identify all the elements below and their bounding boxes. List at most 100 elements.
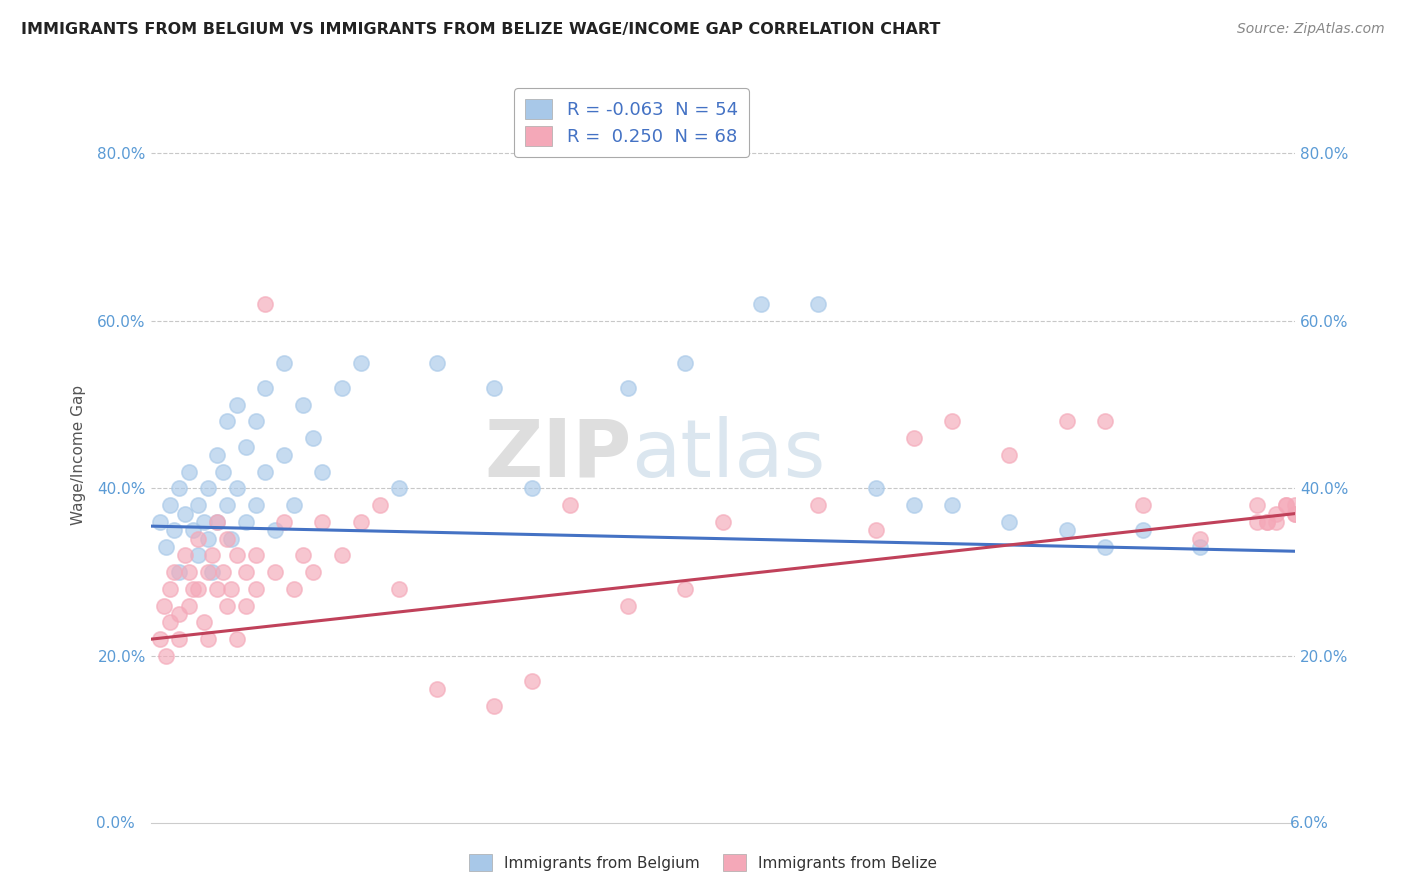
Point (159, 582, 181, 596)
Point (225, 398, 247, 412)
Point (522, 482, 544, 496)
Point (903, 498, 925, 512)
Point (349, 515, 371, 529)
Point (349, 356, 371, 370)
Point (235, 440, 257, 454)
Point (302, 565, 325, 579)
Point (292, 398, 315, 412)
Point (941, 414, 963, 428)
Point (283, 498, 305, 512)
Point (207, 582, 229, 596)
Text: atlas: atlas (631, 416, 825, 494)
Point (482, 699, 505, 714)
Point (254, 381, 277, 395)
Point (174, 549, 197, 563)
Point (302, 431, 325, 445)
Point (155, 540, 177, 554)
Point (1284, 507, 1306, 521)
Point (711, 515, 734, 529)
Text: ZIP: ZIP (484, 416, 631, 494)
Point (1189, 532, 1212, 546)
Point (169, 565, 191, 579)
Point (149, 515, 172, 529)
Point (273, 448, 295, 462)
Point (193, 615, 215, 630)
Point (197, 565, 219, 579)
Point (162, 524, 184, 538)
Point (235, 515, 257, 529)
Point (1056, 524, 1078, 538)
Point (1056, 414, 1078, 428)
Y-axis label: Wage/Income Gap: Wage/Income Gap (72, 384, 86, 525)
Point (212, 565, 235, 579)
Point (245, 582, 267, 596)
Point (245, 498, 267, 512)
Point (215, 414, 238, 428)
Point (388, 582, 411, 596)
Point (207, 515, 229, 529)
Point (159, 615, 181, 630)
Point (177, 599, 200, 613)
Point (1246, 498, 1268, 512)
Point (187, 582, 209, 596)
Legend: Immigrants from Belgium, Immigrants from Belize: Immigrants from Belgium, Immigrants from… (463, 848, 943, 877)
Point (616, 381, 638, 395)
Point (263, 565, 285, 579)
Point (1094, 540, 1116, 554)
Point (177, 565, 200, 579)
Point (749, 297, 772, 311)
Text: 0.0%: 0.0% (96, 816, 135, 831)
Point (187, 498, 209, 512)
Point (201, 549, 224, 563)
Point (215, 498, 238, 512)
Point (283, 582, 305, 596)
Point (273, 515, 295, 529)
Point (426, 682, 449, 697)
Point (254, 465, 277, 479)
Point (1256, 515, 1278, 529)
Point (673, 356, 696, 370)
Point (273, 356, 295, 370)
Point (998, 515, 1021, 529)
Point (616, 599, 638, 613)
Point (193, 515, 215, 529)
Point (522, 674, 544, 689)
Point (219, 532, 242, 546)
Point (181, 582, 204, 596)
Point (263, 524, 285, 538)
Point (215, 532, 238, 546)
Point (1265, 515, 1288, 529)
Point (1094, 414, 1116, 428)
Point (225, 632, 247, 647)
Point (1284, 498, 1306, 512)
Point (560, 498, 582, 512)
Point (330, 549, 353, 563)
Point (1132, 524, 1154, 538)
Point (865, 482, 887, 496)
Point (169, 632, 191, 647)
Point (368, 498, 391, 512)
Point (941, 498, 963, 512)
Point (245, 549, 267, 563)
Point (1246, 515, 1268, 529)
Point (311, 515, 333, 529)
Text: 6.0%: 6.0% (1289, 816, 1329, 831)
Point (153, 599, 176, 613)
Point (169, 482, 191, 496)
Point (1189, 540, 1212, 554)
Text: Source: ZipAtlas.com: Source: ZipAtlas.com (1237, 22, 1385, 37)
Point (149, 632, 172, 647)
Point (245, 414, 267, 428)
Point (207, 515, 229, 529)
Point (1256, 515, 1278, 529)
Point (159, 498, 181, 512)
Point (215, 599, 238, 613)
Point (865, 524, 887, 538)
Point (197, 482, 219, 496)
Point (673, 582, 696, 596)
Point (201, 565, 224, 579)
Point (197, 532, 219, 546)
Point (187, 549, 209, 563)
Point (212, 465, 235, 479)
Legend: R = -0.063  N = 54, R =  0.250  N = 68: R = -0.063 N = 54, R = 0.250 N = 68 (515, 88, 748, 157)
